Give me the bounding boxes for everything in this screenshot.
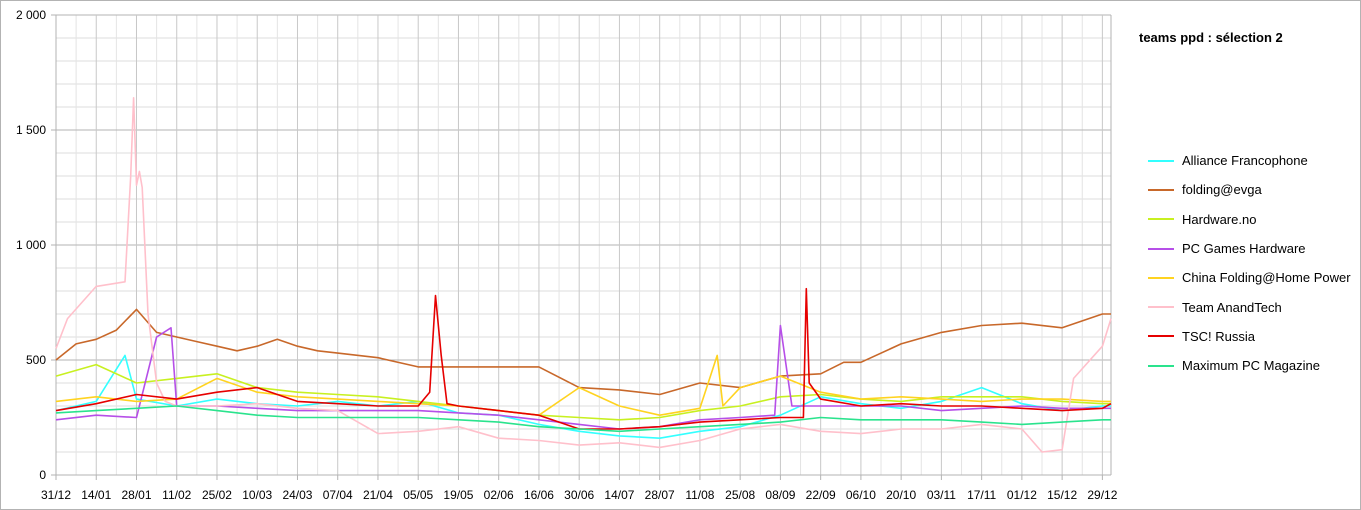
- x-tick-label: 25/08: [725, 488, 755, 502]
- legend-swatch: [1148, 306, 1174, 309]
- y-tick-label: 0: [39, 468, 46, 482]
- x-tick-label: 05/05: [403, 488, 433, 502]
- legend-item: Alliance Francophone: [1148, 146, 1351, 175]
- legend-label: China Folding@Home Power: [1182, 270, 1351, 286]
- legend-item: China Folding@Home Power: [1148, 263, 1351, 292]
- x-tick-label: 22/09: [806, 488, 836, 502]
- series-line-china-folding-home-power: [55, 354, 1111, 417]
- x-tick-label: 08/09: [765, 488, 795, 502]
- legend-item: Team AnandTech: [1148, 292, 1351, 321]
- y-tick-label: 1 500: [16, 123, 46, 137]
- x-tick-label: 15/12: [1047, 488, 1077, 502]
- legend-label: Maximum PC Magazine: [1182, 358, 1320, 374]
- series-line-pc-games-hardware: [55, 324, 1111, 430]
- legend-swatch: [1148, 247, 1174, 250]
- x-tick-label: 07/04: [323, 488, 353, 502]
- x-tick-label: 14/01: [81, 488, 111, 502]
- x-tick-label: 11/02: [162, 488, 191, 502]
- legend-label: Team AnandTech: [1182, 299, 1282, 315]
- legend-label: TSC! Russia: [1182, 328, 1255, 344]
- legend-swatch: [1148, 364, 1174, 367]
- series-line-maximum-pc-magazine: [55, 405, 1111, 433]
- legend: Alliance Francophone folding@evga Hardware…: [1148, 146, 1351, 380]
- x-tick-label: 01/12: [1007, 488, 1037, 502]
- x-tick-label: 29/12: [1087, 488, 1117, 502]
- y-axis-tick-labels: 0 500 1 000 1 500 2 000: [16, 8, 46, 482]
- legend-swatch: [1148, 276, 1174, 279]
- series-line-hardware-no: [55, 363, 1111, 421]
- legend-label: Hardware.no: [1182, 211, 1257, 227]
- legend-label: folding@evga: [1182, 182, 1262, 198]
- x-tick-label: 21/04: [363, 488, 393, 502]
- x-tick-label: 06/10: [846, 488, 876, 502]
- x-tick-label: 31/12: [41, 488, 71, 502]
- x-tick-label: 10/03: [242, 488, 272, 502]
- legend-swatch: [1148, 335, 1174, 338]
- legend-item: Hardware.no: [1148, 205, 1351, 234]
- y-tick-label: 1 000: [16, 238, 46, 252]
- x-tick-label: 11/08: [685, 488, 714, 502]
- y-tick-label: 500: [26, 353, 46, 367]
- y-tick-label: 2 000: [16, 8, 46, 22]
- x-tick-label: 02/06: [484, 488, 514, 502]
- x-axis-tick-labels: 31/12 14/01 28/01 11/02 25/02 10/03 24/03 07/04…: [41, 488, 1118, 502]
- x-tick-label: 28/07: [645, 488, 675, 502]
- legend-item: folding@evga: [1148, 175, 1351, 204]
- series-line-tsc-russia: [55, 287, 1112, 430]
- legend-swatch: [1148, 218, 1174, 221]
- x-tick-label: 17/11: [967, 488, 996, 502]
- x-tick-label: 19/05: [443, 488, 473, 502]
- chart-title: teams ppd : sélection 2: [1139, 30, 1283, 45]
- legend-item: PC Games Hardware: [1148, 234, 1351, 263]
- x-tick-label: 16/06: [524, 488, 554, 502]
- x-tick-label: 14/07: [604, 488, 634, 502]
- legend-item: TSC! Russia: [1148, 322, 1351, 351]
- legend-swatch: [1148, 188, 1174, 191]
- x-tick-label: 25/02: [202, 488, 232, 502]
- legend-label: PC Games Hardware: [1182, 241, 1306, 257]
- series-line-folding-evga: [55, 308, 1111, 396]
- x-tick-label: 30/06: [564, 488, 594, 502]
- x-tick-label: 03/11: [927, 488, 956, 502]
- series-line-team-anandtech: [55, 97, 1112, 453]
- x-tick-label: 24/03: [282, 488, 312, 502]
- axes: [51, 14, 1112, 480]
- x-tick-label: 20/10: [886, 488, 916, 502]
- x-tick-label: 28/01: [121, 488, 151, 502]
- legend-swatch: [1148, 159, 1174, 162]
- legend-label: Alliance Francophone: [1182, 153, 1308, 169]
- series-lines: [55, 97, 1112, 453]
- legend-item: Maximum PC Magazine: [1148, 351, 1351, 380]
